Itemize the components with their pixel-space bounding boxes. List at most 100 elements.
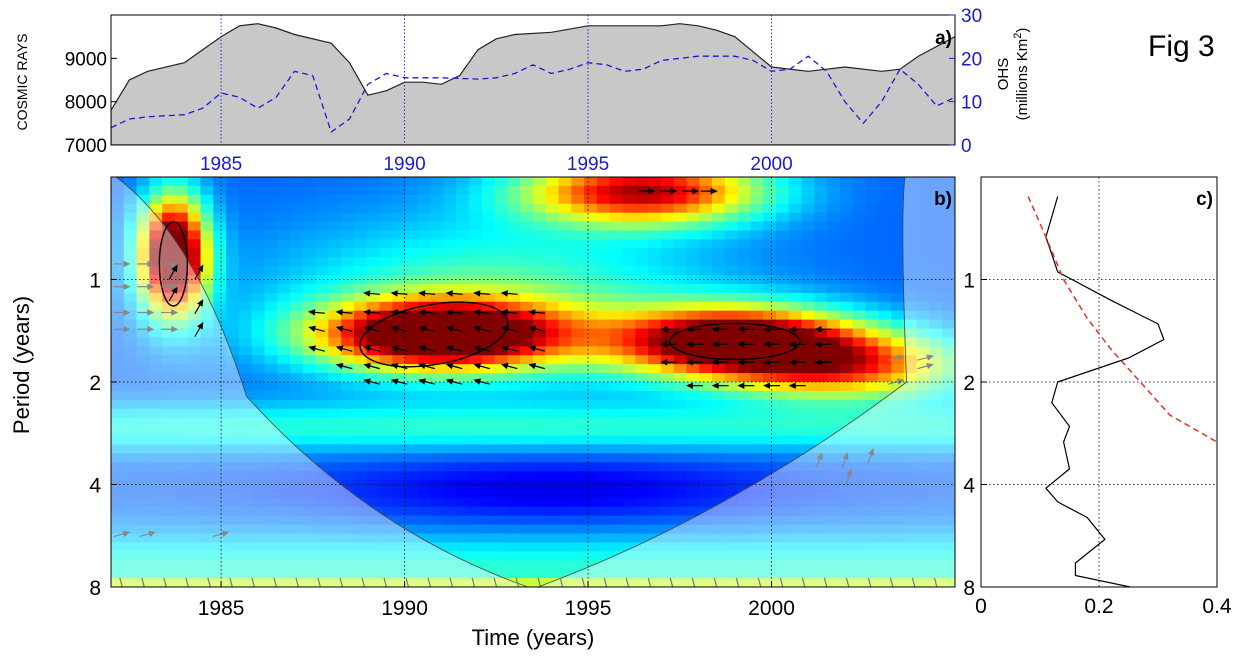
heat-cell bbox=[290, 524, 304, 535]
heat-cell bbox=[341, 212, 355, 223]
heat-cell bbox=[545, 328, 560, 339]
heat-cell bbox=[430, 390, 445, 401]
heat-cell bbox=[162, 194, 176, 205]
heat-cell bbox=[417, 373, 432, 383]
heat-cell bbox=[750, 212, 764, 223]
heat-cell bbox=[226, 471, 240, 481]
heat-cell bbox=[942, 382, 955, 392]
heat-cell bbox=[648, 471, 662, 481]
heat-cell bbox=[942, 390, 955, 401]
heat-cell bbox=[200, 373, 214, 383]
heat-cell bbox=[507, 453, 521, 463]
phase-arrow-head bbox=[868, 448, 875, 456]
heat-cell bbox=[392, 569, 406, 579]
heat-cell bbox=[699, 551, 713, 561]
heat-cell bbox=[814, 515, 828, 526]
heat-cell bbox=[417, 417, 432, 428]
heat-cell bbox=[251, 373, 266, 383]
heat-cell bbox=[622, 319, 636, 330]
heat-cell bbox=[750, 301, 764, 312]
x-tick-label: 1990 bbox=[383, 154, 425, 175]
heat-cell bbox=[699, 355, 713, 365]
heat-cell bbox=[673, 328, 688, 339]
heat-cell bbox=[507, 266, 521, 276]
heat-cell bbox=[366, 177, 381, 187]
heat-cell bbox=[149, 292, 163, 303]
heat-cell bbox=[788, 177, 803, 187]
heat-cell bbox=[635, 569, 649, 579]
heat-cell bbox=[827, 515, 841, 526]
heat-cell bbox=[405, 230, 419, 240]
heat-cell bbox=[149, 301, 163, 312]
heat-cell bbox=[545, 399, 560, 410]
heat-cell bbox=[379, 426, 393, 437]
heat-cell bbox=[852, 453, 867, 463]
heat-cell bbox=[929, 355, 943, 365]
heat-cell bbox=[584, 239, 598, 249]
heat-cell bbox=[507, 257, 521, 267]
heat-cell bbox=[839, 382, 854, 392]
heat-cell bbox=[149, 230, 163, 240]
heat-cell bbox=[635, 408, 649, 419]
phase-arrow-head bbox=[711, 382, 719, 389]
heat-cell bbox=[494, 480, 509, 490]
heat-cell bbox=[507, 177, 521, 187]
heat-cell bbox=[136, 444, 150, 454]
heat-cell bbox=[609, 364, 624, 374]
heat-cell bbox=[814, 185, 828, 196]
heat-cell bbox=[469, 408, 483, 419]
heat-cell bbox=[392, 346, 406, 356]
heat-cell bbox=[699, 390, 713, 401]
x-tick-label: 0.4 bbox=[1202, 595, 1232, 618]
heat-cell bbox=[341, 373, 355, 383]
phase-arrow-head bbox=[842, 452, 849, 461]
heat-cell bbox=[226, 453, 240, 463]
heat-cell bbox=[366, 328, 381, 339]
heat-cell bbox=[162, 319, 176, 330]
heat-cell bbox=[571, 444, 585, 454]
heat-cell bbox=[724, 515, 739, 526]
heat-cell bbox=[379, 292, 393, 303]
heat-cell bbox=[187, 212, 202, 223]
heat-cell bbox=[494, 551, 509, 561]
heat-cell bbox=[507, 185, 521, 196]
heat-cell bbox=[775, 319, 790, 330]
heat-cell bbox=[865, 301, 879, 312]
heat-cell bbox=[456, 488, 470, 499]
heat-cell bbox=[200, 248, 214, 258]
heat-cell bbox=[903, 569, 918, 579]
heat-cell bbox=[622, 185, 636, 196]
heat-cell bbox=[469, 355, 483, 365]
heat-cell bbox=[660, 194, 675, 205]
heat-cell bbox=[341, 417, 355, 428]
heat-cell bbox=[200, 346, 214, 356]
heat-cell bbox=[660, 524, 675, 535]
heat-cell bbox=[609, 185, 624, 196]
heat-cell bbox=[520, 230, 534, 240]
heat-cell bbox=[737, 292, 751, 303]
phase-arrow bbox=[669, 577, 674, 587]
heat-cell bbox=[315, 382, 329, 392]
heat-cell bbox=[673, 578, 688, 587]
heat-cell bbox=[341, 319, 355, 330]
heat-cell bbox=[584, 435, 598, 445]
heat-cell bbox=[264, 399, 278, 410]
heat-cell bbox=[111, 471, 125, 481]
heat-cell bbox=[801, 408, 815, 419]
heat-cell bbox=[865, 203, 879, 214]
heat-cell bbox=[724, 453, 739, 463]
heat-cell bbox=[775, 488, 790, 499]
heat-cell bbox=[366, 212, 381, 223]
phase-arrow-head bbox=[674, 586, 676, 587]
heat-cell bbox=[763, 346, 777, 356]
heat-cell bbox=[328, 399, 342, 410]
heat-cell bbox=[622, 488, 636, 499]
heat-cell bbox=[430, 275, 445, 285]
heat-cell bbox=[737, 266, 751, 276]
heat-cell bbox=[200, 462, 214, 472]
heat-cell bbox=[596, 560, 611, 570]
heat-cell bbox=[814, 533, 828, 544]
heat-cell bbox=[136, 515, 150, 526]
heat-cell bbox=[648, 506, 662, 517]
heat-cell bbox=[584, 221, 598, 232]
